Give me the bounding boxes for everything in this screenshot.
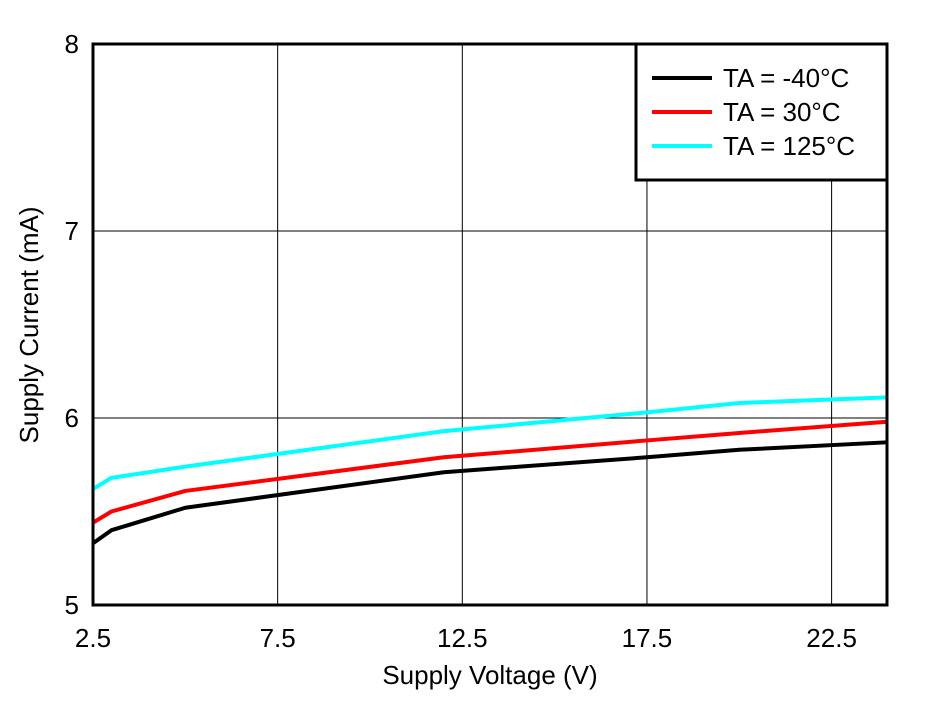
- legend-label: TA = 125°C: [723, 131, 855, 161]
- x-tick-label: 7.5: [260, 623, 296, 653]
- series-line: [91, 395, 888, 491]
- y-tick-label: 6: [65, 403, 79, 433]
- x-axis-label: Supply Voltage (V): [382, 660, 597, 690]
- legend: TA = -40°C TA = 30°C TA = 125°C: [634, 42, 889, 182]
- legend-label: TA = -40°C: [723, 63, 849, 93]
- tick-labels: 2.5 7.5 12.5 17.5 22.5 5 6 7 8: [65, 29, 857, 653]
- y-axis-label: Supply Current (mA): [14, 207, 44, 444]
- x-tick-label: 2.5: [75, 623, 111, 653]
- x-tick-label: 17.5: [622, 623, 673, 653]
- y-tick-label: 5: [65, 590, 79, 620]
- series-line: [91, 419, 888, 525]
- series-line: [91, 440, 888, 545]
- plot-frame: [91, 42, 889, 607]
- x-tick-label: 12.5: [437, 623, 488, 653]
- y-tick-label: 8: [65, 29, 79, 59]
- legend-label: TA = 30°C: [723, 97, 841, 127]
- x-tick-label: 22.5: [806, 623, 857, 653]
- series-lines: [91, 395, 888, 545]
- y-tick-label: 7: [65, 216, 79, 246]
